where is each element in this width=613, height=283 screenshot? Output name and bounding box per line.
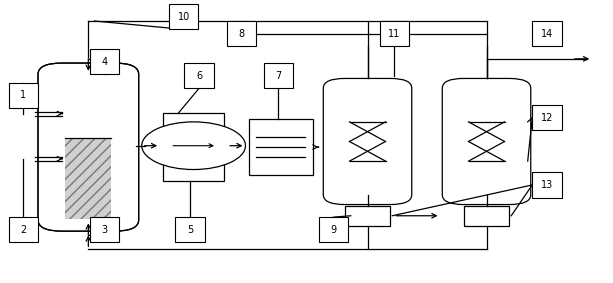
Bar [319,217,348,242]
Text: 3: 3 [102,225,107,235]
Text: 1: 1 [20,90,26,100]
Bar [532,172,562,198]
Bar [227,21,256,46]
Bar [9,83,38,108]
Bar [248,119,313,175]
Text: 8: 8 [238,29,245,38]
Text: 10: 10 [178,12,190,22]
Text: 4: 4 [102,57,107,67]
Bar [163,113,224,181]
Text: 13: 13 [541,180,553,190]
Text: 11: 11 [388,29,400,38]
Bar [9,217,38,242]
Bar [532,105,562,130]
Bar [463,206,509,226]
Text: 5: 5 [187,225,193,235]
Text: 14: 14 [541,29,553,38]
Text: 6: 6 [196,71,202,81]
Bar [345,206,390,226]
Bar [379,21,409,46]
Text: 9: 9 [330,225,337,235]
Bar [66,138,111,218]
Bar [532,21,562,46]
FancyBboxPatch shape [323,78,412,205]
Bar [90,217,119,242]
Text: 7: 7 [275,71,281,81]
Bar [169,4,199,29]
Bar [90,49,119,74]
FancyBboxPatch shape [442,78,531,205]
Bar [264,63,293,88]
Text: 2: 2 [20,225,26,235]
Text: 12: 12 [541,113,553,123]
Bar [175,217,205,242]
Bar [185,63,214,88]
Circle shape [142,122,245,170]
FancyBboxPatch shape [38,63,139,231]
